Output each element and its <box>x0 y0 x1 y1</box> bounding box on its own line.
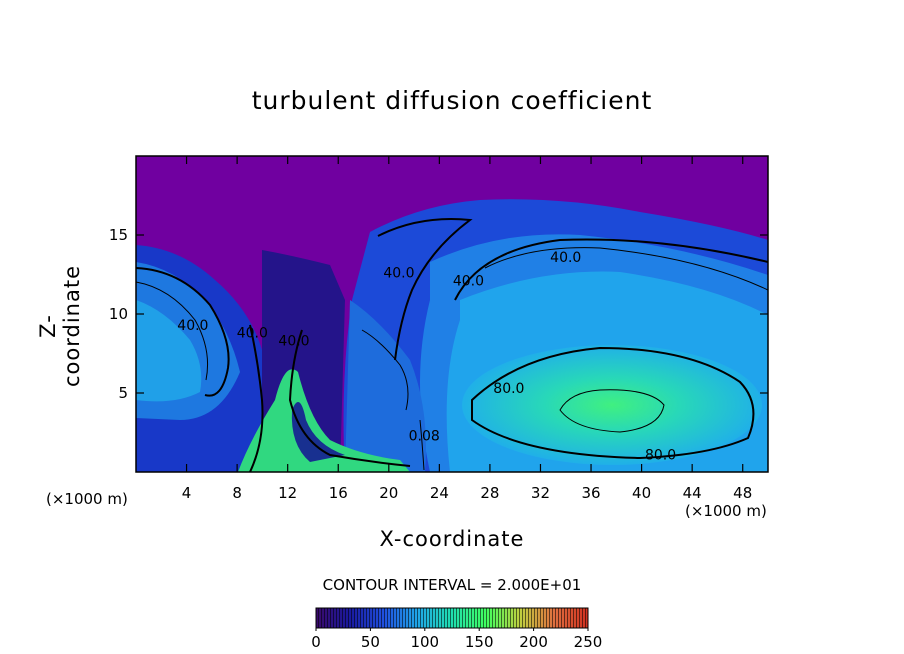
field-core-maximum <box>462 345 762 465</box>
y-tick-label: 15 <box>109 226 128 244</box>
contour-label: 80.0 <box>493 381 524 397</box>
colorbar-ticks: 0 50 100 150 200 250 <box>311 628 602 651</box>
colorbar-tick-label: 150 <box>465 633 494 651</box>
colorbar-tick-label: 200 <box>519 633 548 651</box>
x-tick-label: 36 <box>581 484 600 502</box>
y-tick-label: 10 <box>109 305 128 323</box>
y-axis-ticks: 5 10 15 <box>109 226 768 402</box>
contour-line-inner <box>559 389 665 433</box>
x-tick-label: 12 <box>278 484 297 502</box>
x-tick-label: 48 <box>733 484 752 502</box>
contour-line <box>288 329 411 467</box>
field-low-level-maximum <box>238 369 410 472</box>
contour-label: 40.0 <box>177 318 208 334</box>
contour-label: 40.0 <box>453 274 484 290</box>
colorbar: 0 50 100 150 200 250 <box>311 607 602 651</box>
contour-lines <box>136 218 768 472</box>
x-unit-label-left: (×1000 m) <box>46 490 128 508</box>
x-axis-ticks: 4 8 12 16 20 24 28 32 36 40 44 48 <box>182 156 752 502</box>
x-tick-label: 44 <box>683 484 702 502</box>
contour-line <box>377 218 473 361</box>
colorbar-frame <box>315 607 589 629</box>
chart-title: turbulent diffusion coefficient <box>251 86 653 115</box>
field-low-level-core <box>291 402 345 462</box>
colorbar-stripes <box>316 608 588 628</box>
colorbar-tick-label: 100 <box>410 633 439 651</box>
x-tick-label: 32 <box>531 484 550 502</box>
contour-label: 0.08 <box>409 428 440 444</box>
contour-line <box>361 329 409 411</box>
x-tick-label: 20 <box>379 484 398 502</box>
colorbar-tick-label: 50 <box>361 633 380 651</box>
x-tick-label: 4 <box>182 484 192 502</box>
contour-label: 40.0 <box>383 266 414 282</box>
y-tick-label: 5 <box>118 384 128 402</box>
contour-line <box>249 324 264 472</box>
contour-line <box>454 238 768 301</box>
x-unit-label-right: (×1000 m) <box>685 502 767 520</box>
x-tick-label: 8 <box>232 484 242 502</box>
contour-labels: 40.0 40.0 40.0 40.0 40.0 40.0 80.0 80.0 0.08 <box>177 250 676 464</box>
contour-line <box>136 267 230 397</box>
contour-line-80 <box>471 346 755 460</box>
contour-line <box>419 419 425 471</box>
field-middle-region <box>345 300 426 472</box>
contour-line <box>484 247 768 291</box>
plot-field: 40.0 40.0 40.0 40.0 40.0 40.0 80.0 80.0 0.08 <box>136 156 768 472</box>
x-tick-label: 24 <box>430 484 449 502</box>
contour-label: 80.0 <box>645 447 676 463</box>
contour-label: 40.0 <box>550 250 581 266</box>
contour-label: 40.0 <box>278 334 309 350</box>
colorbar-tick-label: 250 <box>574 633 603 651</box>
x-tick-label: 28 <box>480 484 499 502</box>
contour-label: 40.0 <box>237 326 268 342</box>
contour-interval-label: CONTOUR INTERVAL = 2.000E+01 <box>322 576 582 594</box>
x-tick-label: 16 <box>329 484 348 502</box>
contour-line <box>136 281 209 381</box>
x-tick-label: 40 <box>632 484 651 502</box>
colorbar-tick-label: 0 <box>311 633 321 651</box>
x-axis-label: X-coordinate <box>379 527 525 551</box>
field-left-core <box>136 300 202 402</box>
